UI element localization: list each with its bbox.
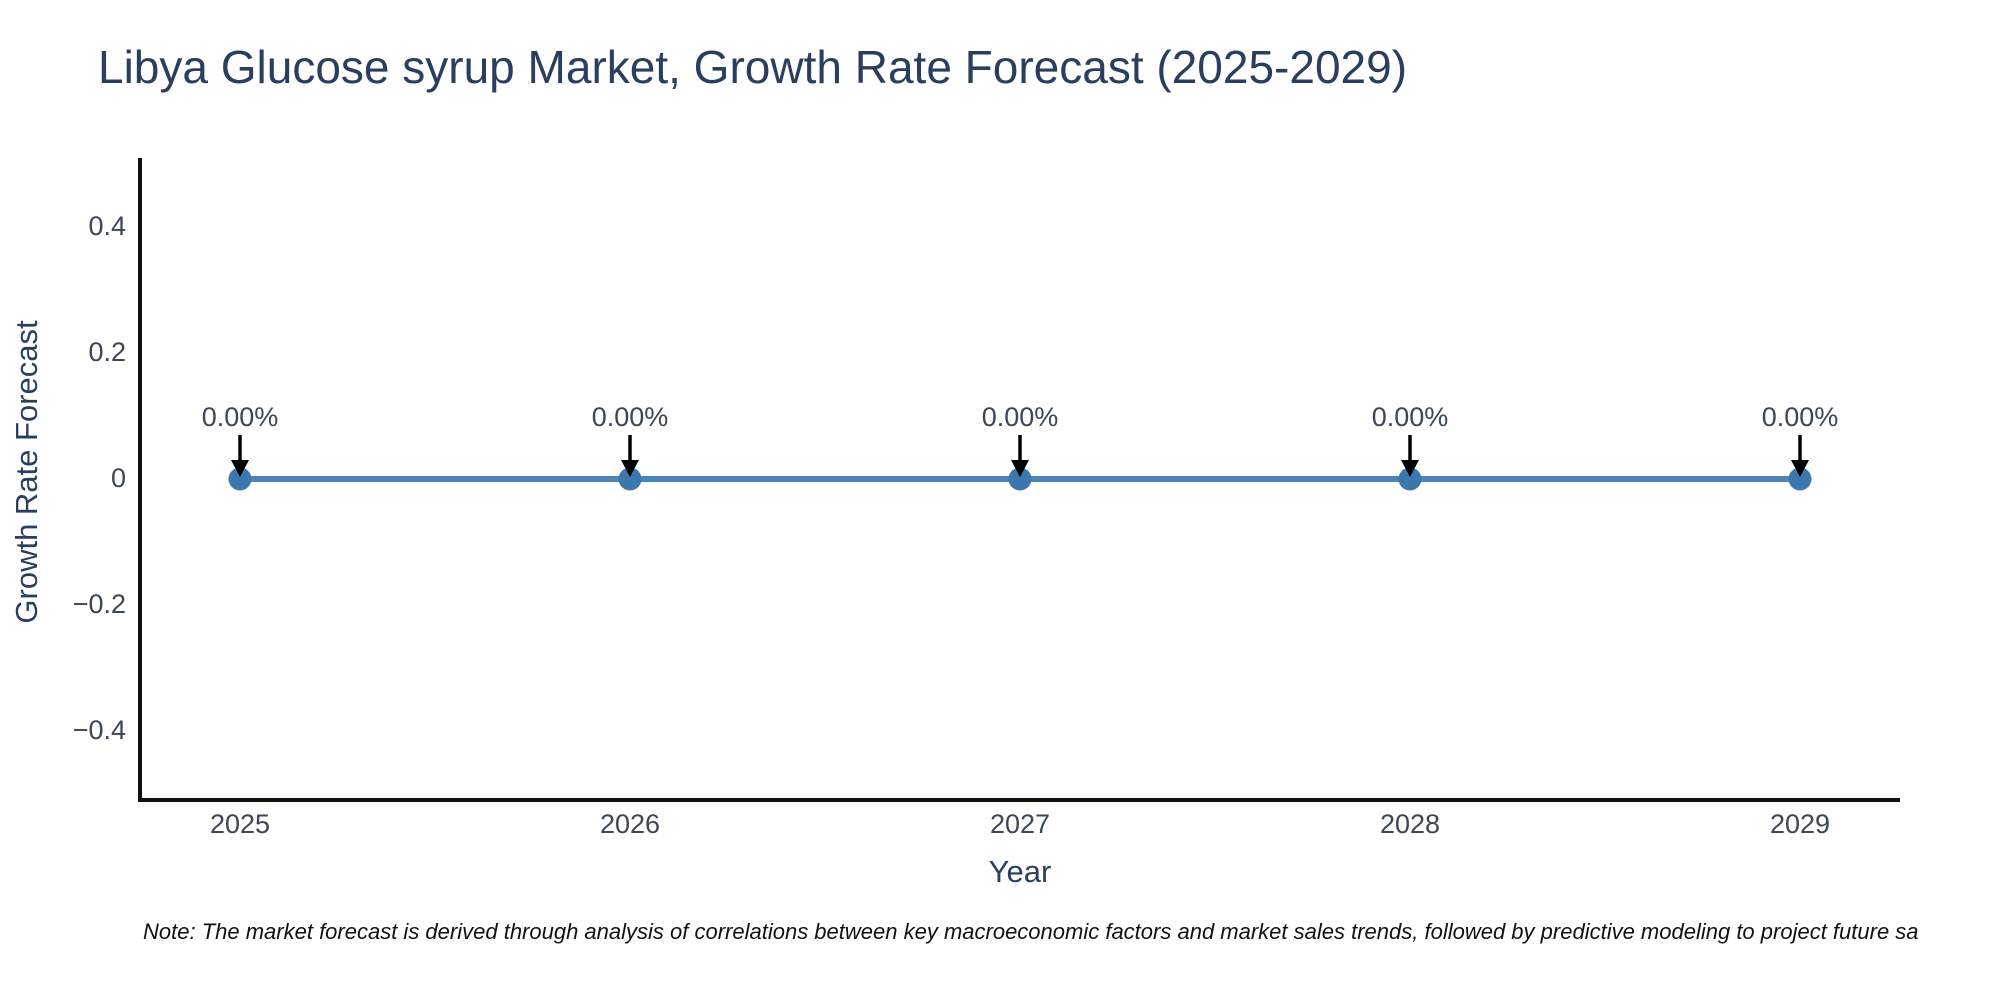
point-value-label: 0.00% [981,402,1059,432]
x-tick-label: 2029 [1769,809,1831,839]
y-tick-label: −0.2 [72,589,126,619]
data-point-marker [228,467,252,491]
x-axis-title: Year [988,854,1052,889]
point-value-label: 0.00% [1371,402,1449,432]
x-tick-label: 2026 [599,809,661,839]
annotation-arrow-head-icon [1401,460,1419,477]
annotation-arrow-head-icon [231,460,249,477]
point-value-label: 0.00% [1761,402,1839,432]
x-tick-label: 2028 [1379,809,1441,839]
y-tick-label: 0 [110,463,126,493]
annotation-arrow-head-icon [621,460,639,477]
y-tick-label: −0.4 [72,715,126,745]
y-axis-line [138,158,142,802]
annotation-arrow-head-icon [1011,460,1029,477]
x-axis-line [138,798,1900,802]
chart-title: Libya Glucose syrup Market, Growth Rate … [98,41,1408,93]
point-value-label: 0.00% [591,402,669,432]
y-tick-label: 0.4 [88,211,126,241]
x-tick-label: 2027 [989,809,1051,839]
y-tick-label: 0.2 [88,337,126,367]
x-tick-label: 2025 [209,809,271,839]
annotation-arrow-head-icon [1791,460,1809,477]
data-point-marker [618,467,642,491]
data-point-marker [1788,467,1812,491]
data-point-marker [1008,467,1032,491]
data-point-marker [1398,467,1422,491]
footnote: Note: The market forecast is derived thr… [143,919,1919,944]
point-value-label: 0.00% [201,402,279,432]
